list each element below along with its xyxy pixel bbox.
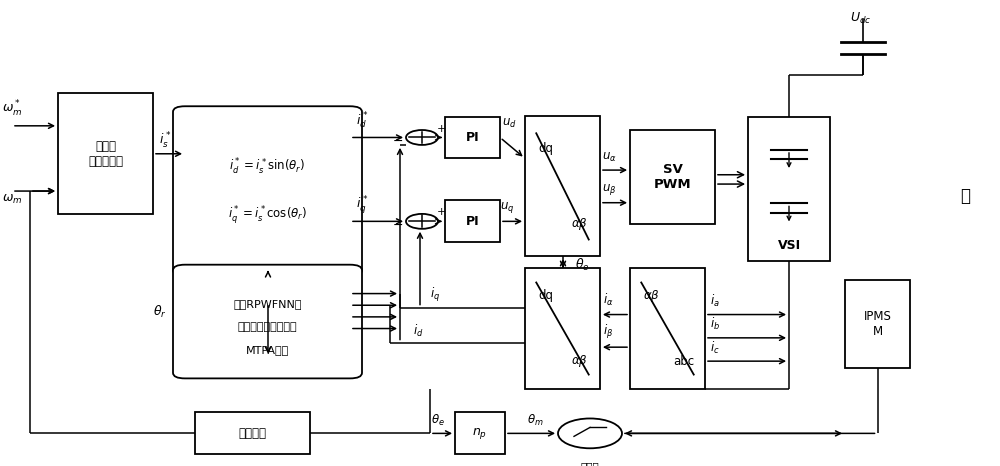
Text: $\omega_m$: $\omega_m$ [2, 193, 22, 206]
Text: $\theta_e$: $\theta_e$ [431, 413, 445, 428]
Text: $i_d$: $i_d$ [413, 322, 424, 339]
Text: 基于RPWFNN的: 基于RPWFNN的 [233, 299, 302, 309]
Text: $\alpha\beta$: $\alpha\beta$ [571, 216, 587, 232]
Circle shape [406, 214, 438, 229]
Text: $\alpha\beta$: $\alpha\beta$ [643, 288, 659, 304]
Text: PI: PI [466, 131, 479, 144]
Circle shape [558, 418, 622, 448]
Text: $i_\beta$: $i_\beta$ [603, 323, 613, 341]
Text: $i_s^*$: $i_s^*$ [159, 131, 171, 151]
Bar [845, 280, 910, 368]
Text: 自适应
转速控制器: 自适应 转速控制器 [88, 140, 123, 168]
Text: $i_b$: $i_b$ [710, 316, 720, 332]
Text: 图: 图 [960, 187, 970, 205]
Text: dq: dq [538, 289, 554, 302]
Bar [455, 412, 505, 454]
Text: −: − [393, 135, 403, 148]
Text: $\theta_r$: $\theta_r$ [153, 304, 167, 320]
Text: $i_d^*=i_s^*\sin(\theta_r)$: $i_d^*=i_s^*\sin(\theta_r)$ [229, 157, 306, 178]
Text: $i_d^*$: $i_d^*$ [356, 111, 368, 131]
Text: IPMS
M: IPMS M [864, 310, 891, 338]
Bar [195, 412, 310, 454]
Text: $n_p$: $n_p$ [472, 426, 488, 441]
Text: $i_q^*$: $i_q^*$ [356, 194, 368, 216]
Text: $i_q$: $i_q$ [430, 286, 440, 304]
Text: $\theta_e$: $\theta_e$ [575, 257, 590, 273]
Text: 编码器: 编码器 [581, 461, 599, 466]
Text: dq: dq [538, 142, 554, 155]
Text: 高频变化角搜索补偿: 高频变化角搜索补偿 [238, 322, 297, 332]
Text: $i_c$: $i_c$ [710, 339, 720, 356]
Text: abc: abc [673, 355, 695, 368]
Text: −: − [393, 219, 403, 232]
Text: $u_d$: $u_d$ [502, 117, 517, 130]
Text: $u_\alpha$: $u_\alpha$ [602, 151, 617, 164]
Bar [445, 116, 500, 158]
Text: $\alpha\beta$: $\alpha\beta$ [571, 353, 587, 369]
Text: $u_\beta$: $u_\beta$ [602, 182, 616, 197]
Text: $i_a$: $i_a$ [710, 293, 720, 309]
Text: 速度计算: 速度计算 [239, 427, 266, 440]
Bar [630, 268, 705, 389]
Text: PI: PI [466, 215, 479, 228]
Text: SV
PWM: SV PWM [654, 163, 691, 191]
Text: $i_q^*=i_s^*\cos(\theta_r)$: $i_q^*=i_s^*\cos(\theta_r)$ [228, 204, 307, 226]
Text: MTPA控制: MTPA控制 [246, 345, 289, 355]
Bar [58, 93, 153, 214]
Bar [748, 116, 830, 261]
Text: $\theta_m$: $\theta_m$ [527, 413, 543, 428]
FancyBboxPatch shape [173, 265, 362, 378]
Bar [630, 130, 715, 224]
Text: $\omega_m^*$: $\omega_m^*$ [2, 99, 22, 119]
Text: $i_\alpha$: $i_\alpha$ [603, 292, 614, 308]
Bar [525, 268, 600, 389]
Text: $U_{dc}$: $U_{dc}$ [850, 11, 871, 26]
Text: VSI: VSI [777, 239, 801, 252]
FancyBboxPatch shape [173, 106, 362, 276]
Bar [525, 116, 600, 256]
Text: +: + [437, 207, 446, 218]
Text: $u_q$: $u_q$ [500, 200, 514, 215]
Text: +: + [437, 123, 446, 134]
Bar [445, 200, 500, 242]
Circle shape [406, 130, 438, 145]
